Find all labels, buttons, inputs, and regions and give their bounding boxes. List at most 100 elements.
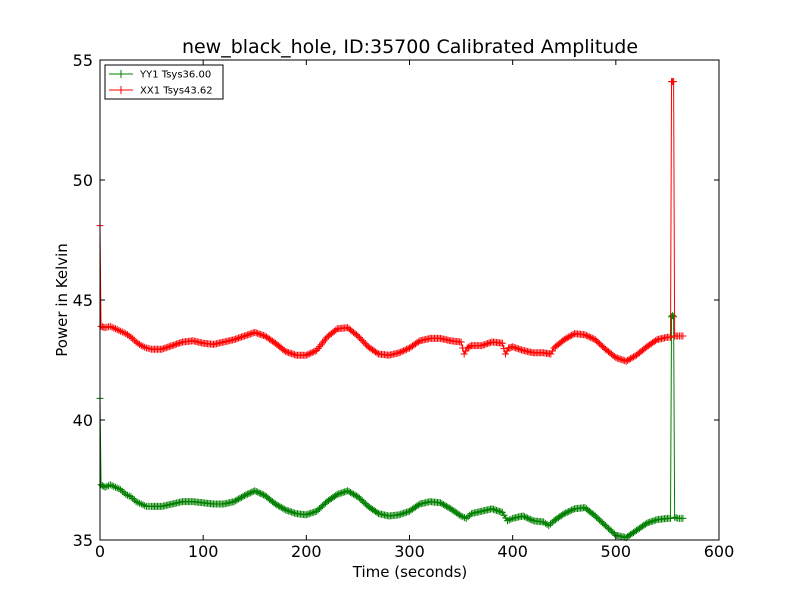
series-1-point-40: [161, 344, 169, 352]
series-0-point-261: [488, 505, 496, 513]
series-0-point-283: [522, 513, 530, 521]
series-1-point-247: [466, 342, 474, 350]
series-1-point-244: [462, 347, 470, 355]
series-0-point-156: [332, 491, 340, 499]
series-0-point-87: [230, 498, 238, 506]
series-0-point-141: [310, 508, 318, 516]
series-1-point-317: [569, 330, 577, 338]
series-0-point-164: [344, 487, 352, 495]
series-1-point-123: [283, 348, 291, 356]
series-0-point-24: [136, 499, 144, 507]
series-1-point-346: [612, 354, 620, 362]
series-1-point-101: [251, 328, 259, 336]
y-tick-label-0: 35: [73, 531, 93, 550]
series-0-point-95: [242, 491, 250, 499]
series-0-point-89: [233, 496, 241, 504]
series-1-point-199: [395, 349, 403, 357]
series-1-point-125: [286, 349, 294, 357]
series-0-point-27: [141, 502, 149, 510]
series-0-point-380: [667, 514, 675, 522]
series-1-point-128: [291, 351, 299, 359]
series-0-point-25: [137, 500, 145, 508]
series-1-point-138: [305, 350, 313, 358]
series-0-point-244: [462, 514, 470, 522]
series-0-point-140: [308, 509, 316, 517]
series-1-point-140: [308, 348, 316, 356]
series-1-point-281: [516, 345, 524, 353]
series-1-point-347: [613, 354, 621, 362]
series-0-point-229: [439, 501, 447, 509]
series-1-point-358: [630, 353, 638, 361]
series-1-point-277: [510, 343, 518, 351]
series-0-point-126: [288, 508, 296, 516]
series-1-point-136: [302, 351, 310, 359]
series-0-point-123: [283, 507, 291, 515]
series-0-point-7: [106, 481, 114, 489]
series-0-point-314: [569, 505, 577, 513]
series-0-point-99: [248, 488, 256, 496]
series-0-point-266: [495, 507, 503, 515]
series-1-point-27: [141, 343, 149, 351]
series-1-point-348: [615, 355, 623, 363]
series-0-point-267: [497, 508, 505, 516]
series-0-point-227: [436, 499, 444, 507]
series-1-point-13: [117, 327, 125, 335]
series-0-point-284: [523, 514, 531, 522]
series-0-point-121: [280, 505, 288, 513]
series-0-point-200: [397, 510, 405, 518]
series-1-point-260: [485, 339, 493, 347]
series-0-point-308: [560, 510, 568, 518]
x-tick-label-4: 400: [497, 542, 528, 561]
series-0-point-167: [348, 489, 356, 497]
series-1-point-256: [479, 341, 487, 349]
series-1-point-102: [252, 329, 260, 337]
legend-marker-0: [117, 70, 125, 78]
series-0-point-11: [113, 484, 121, 492]
legend-box: [104, 64, 224, 100]
series-1-point-184: [373, 349, 381, 357]
series-0-point-282: [520, 513, 528, 521]
series-0-point-385: [672, 514, 680, 522]
series-0-point-17: [124, 491, 132, 499]
series-1-point-103: [254, 329, 262, 337]
series-1-point-280: [515, 345, 523, 353]
series-1-point-121: [280, 346, 288, 354]
series-1-point-350: [618, 356, 626, 364]
series-0-point-10: [111, 483, 119, 491]
series-0-point-102: [252, 487, 260, 495]
series-1-point-175: [360, 338, 368, 346]
series-1-point-257: [481, 341, 489, 349]
series-1-point-176: [361, 340, 369, 348]
series-1-point-269: [498, 339, 506, 347]
series-1-point-373: [652, 337, 660, 345]
series-0-point-5: [103, 482, 111, 490]
series-1-point-202: [400, 347, 408, 355]
series-1-point-20: [129, 335, 137, 343]
series-1-point-12: [115, 326, 123, 334]
series-1-point-356: [627, 355, 635, 363]
x-tick-label-1: 100: [188, 542, 219, 561]
series-0-point-128: [291, 509, 299, 517]
series-1-point-276: [509, 343, 517, 351]
series-0-point-105: [257, 490, 265, 498]
series-1-point-26: [139, 342, 147, 350]
series-line-1: [99, 81, 683, 362]
series-1-point-327: [584, 332, 592, 340]
x-tick-label-6: 600: [704, 542, 735, 561]
series-0-point-342: [610, 530, 618, 538]
series-1-point-241: [457, 338, 465, 346]
series-layer: [96, 78, 687, 542]
series-1-point-127: [289, 350, 297, 358]
series-1-point-99: [248, 329, 256, 337]
series-1-point-141: [310, 348, 318, 356]
series-0-point-118: [276, 503, 284, 511]
series-1-point-49: [174, 340, 182, 348]
series-0-point-366: [646, 518, 654, 526]
series-0-point-94: [240, 492, 248, 500]
series-0-point-228: [438, 500, 446, 508]
series-1-point-326: [582, 331, 590, 339]
series-0-point-311: [565, 508, 573, 516]
series-1-point-279: [513, 344, 521, 352]
series-1-point-90: [235, 334, 243, 342]
